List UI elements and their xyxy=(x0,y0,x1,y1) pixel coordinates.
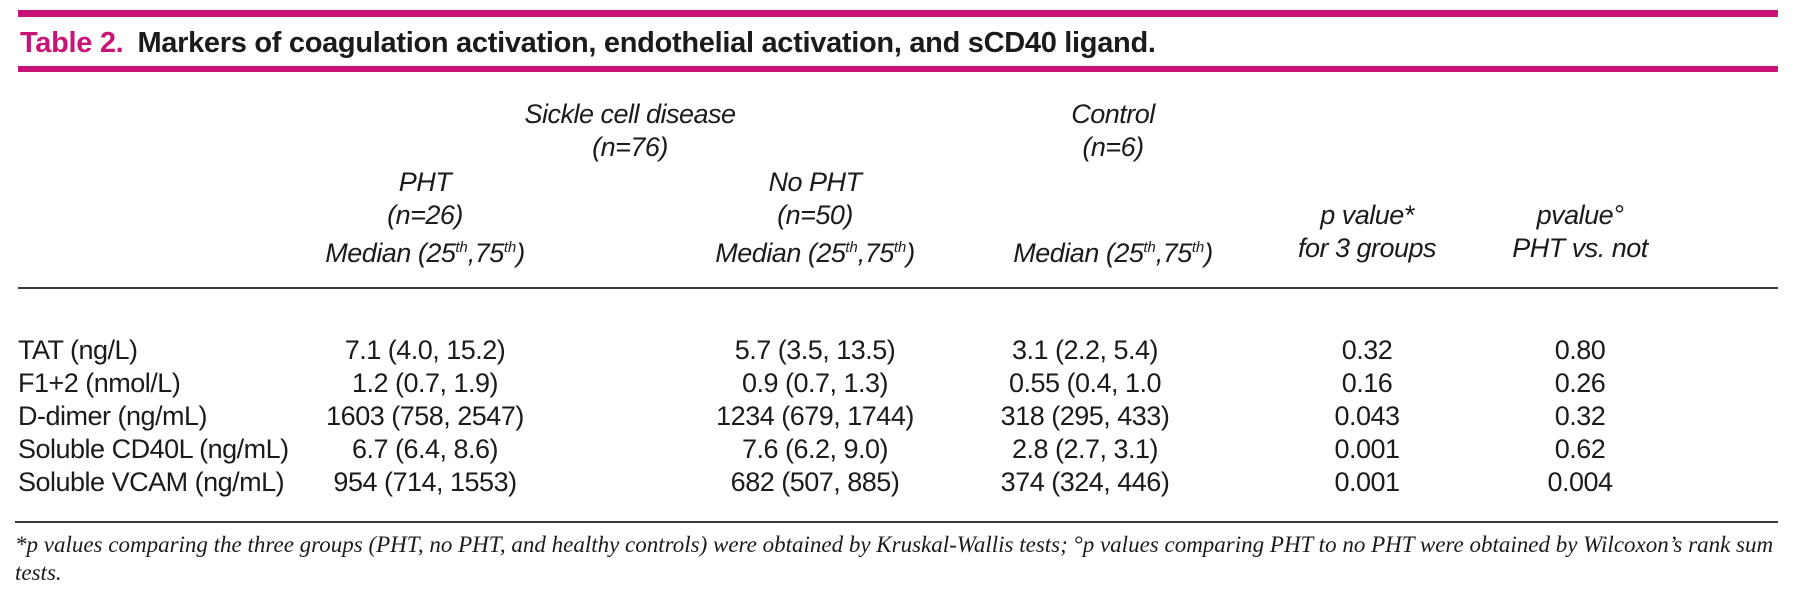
percentile-superscript: th xyxy=(1191,240,1205,256)
cell-pvalue-pht: 0.62 xyxy=(1554,434,1606,464)
column-header-nopht-n: (n=50) xyxy=(777,200,853,230)
cell-pvalue-pht: 0.26 xyxy=(1554,368,1606,398)
group-header-control: Control xyxy=(1071,99,1155,129)
median-text-part: Median (25 xyxy=(715,238,846,268)
column-header-control-median: Median (25th,75th) xyxy=(1013,232,1213,270)
cell-pvalue-3groups: 0.043 xyxy=(1334,401,1400,431)
table-bottom-rule xyxy=(15,521,1778,523)
median-text-part: ) xyxy=(906,238,915,268)
table-row-cd40l: Soluble CD40L (ng/mL) 6.7 (6.4, 8.6) 7.6… xyxy=(0,433,1800,466)
cell-pht: 1603 (758, 2547) xyxy=(326,401,524,431)
cell-control: 318 (295, 433) xyxy=(1000,401,1170,431)
top-accent-rule xyxy=(18,10,1778,17)
cell-pvalue-pht: 0.80 xyxy=(1554,335,1606,365)
cell-pht: 954 (714, 1553) xyxy=(333,467,517,497)
group-header-sickle-cell: Sickle cell disease xyxy=(524,99,736,129)
cell-nopht: 7.6 (6.2, 9.0) xyxy=(741,434,889,464)
table-row-tat: TAT (ng/L) 7.1 (4.0, 15.2) 5.7 (3.5, 13.… xyxy=(0,334,1800,367)
table-row-f12: F1+2 (nmol/L) 1.2 (0.7, 1.9) 0.9 (0.7, 1… xyxy=(0,367,1800,400)
column-header-pht: PHT xyxy=(398,167,452,197)
cell-nopht: 682 (507, 885) xyxy=(730,467,900,497)
group-header-sickle-cell-n: (n=76) xyxy=(592,132,668,162)
column-header-nopht-median: Median (25th,75th) xyxy=(715,232,915,270)
median-text-part: Median (25 xyxy=(325,238,456,268)
header-bottom-rule xyxy=(18,287,1778,289)
median-text-part: Median (25 xyxy=(1013,238,1144,268)
median-text-part: ) xyxy=(516,238,525,268)
median-text-part: ,75 xyxy=(857,238,895,268)
column-header-pht-median: Median (25th,75th) xyxy=(325,232,525,270)
column-header-pvalue-pht-sub: PHT vs. not xyxy=(1512,233,1648,263)
row-label: D-dimer (ng/mL) xyxy=(18,401,208,431)
percentile-superscript: th xyxy=(503,240,517,256)
cell-control: 2.8 (2.7, 3.1) xyxy=(1011,434,1159,464)
cell-nopht: 0.9 (0.7, 1.3) xyxy=(741,368,889,398)
percentile-superscript: th xyxy=(893,240,907,256)
cell-pht: 7.1 (4.0, 15.2) xyxy=(344,335,506,365)
table-row-vcam: Soluble VCAM (ng/mL) 954 (714, 1553) 682… xyxy=(0,466,1800,499)
median-text-part: ,75 xyxy=(467,238,505,268)
cell-control: 374 (324, 446) xyxy=(1000,467,1170,497)
cell-control: 0.55 (0.4, 1.0 xyxy=(1008,368,1162,398)
column-header-pvalue-3groups-sub: for 3 groups xyxy=(1297,233,1437,263)
table-number: Table 2. xyxy=(20,27,124,59)
column-header-pvalue-3groups: p value* xyxy=(1320,200,1414,230)
cell-pht: 1.2 (0.7, 1.9) xyxy=(351,368,499,398)
row-label: Soluble CD40L (ng/mL) xyxy=(18,434,289,464)
table-title: Table 2. Markers of coagulation activatio… xyxy=(20,27,1156,60)
table-title-text: Markers of coagulation activation, endot… xyxy=(137,27,1156,59)
column-header-nopht: No PHT xyxy=(768,167,862,197)
percentile-superscript: th xyxy=(845,240,858,256)
cell-pvalue-3groups: 0.001 xyxy=(1334,467,1400,497)
cell-pvalue-3groups: 0.001 xyxy=(1334,434,1400,464)
median-text-part: ) xyxy=(1204,238,1213,268)
cell-control: 3.1 (2.2, 5.4) xyxy=(1011,335,1159,365)
cell-nopht: 1234 (679, 1744) xyxy=(716,401,914,431)
row-label: Soluble VCAM (ng/mL) xyxy=(18,467,285,497)
row-label: F1+2 (nmol/L) xyxy=(18,368,181,398)
cell-pvalue-pht: 0.32 xyxy=(1554,401,1606,431)
row-label: TAT (ng/L) xyxy=(18,335,138,365)
cell-pht: 6.7 (6.4, 8.6) xyxy=(351,434,499,464)
table-footnote: *p values comparing the three groups (PH… xyxy=(15,532,1774,585)
column-header-pht-n: (n=26) xyxy=(387,200,463,230)
table-row-ddimer: D-dimer (ng/mL) 1603 (758, 2547) 1234 (6… xyxy=(0,400,1800,433)
group-header-control-n: (n=6) xyxy=(1082,132,1144,162)
percentile-superscript: th xyxy=(455,240,468,256)
column-header-pvalue-pht: pvalue° xyxy=(1536,200,1624,230)
title-bottom-accent-rule xyxy=(18,66,1778,72)
cell-pvalue-3groups: 0.32 xyxy=(1341,335,1393,365)
cell-pvalue-pht: 0.004 xyxy=(1547,467,1613,497)
median-text-part: ,75 xyxy=(1155,238,1193,268)
cell-pvalue-3groups: 0.16 xyxy=(1341,368,1393,398)
percentile-superscript: th xyxy=(1143,240,1156,256)
cell-nopht: 5.7 (3.5, 13.5) xyxy=(734,335,896,365)
